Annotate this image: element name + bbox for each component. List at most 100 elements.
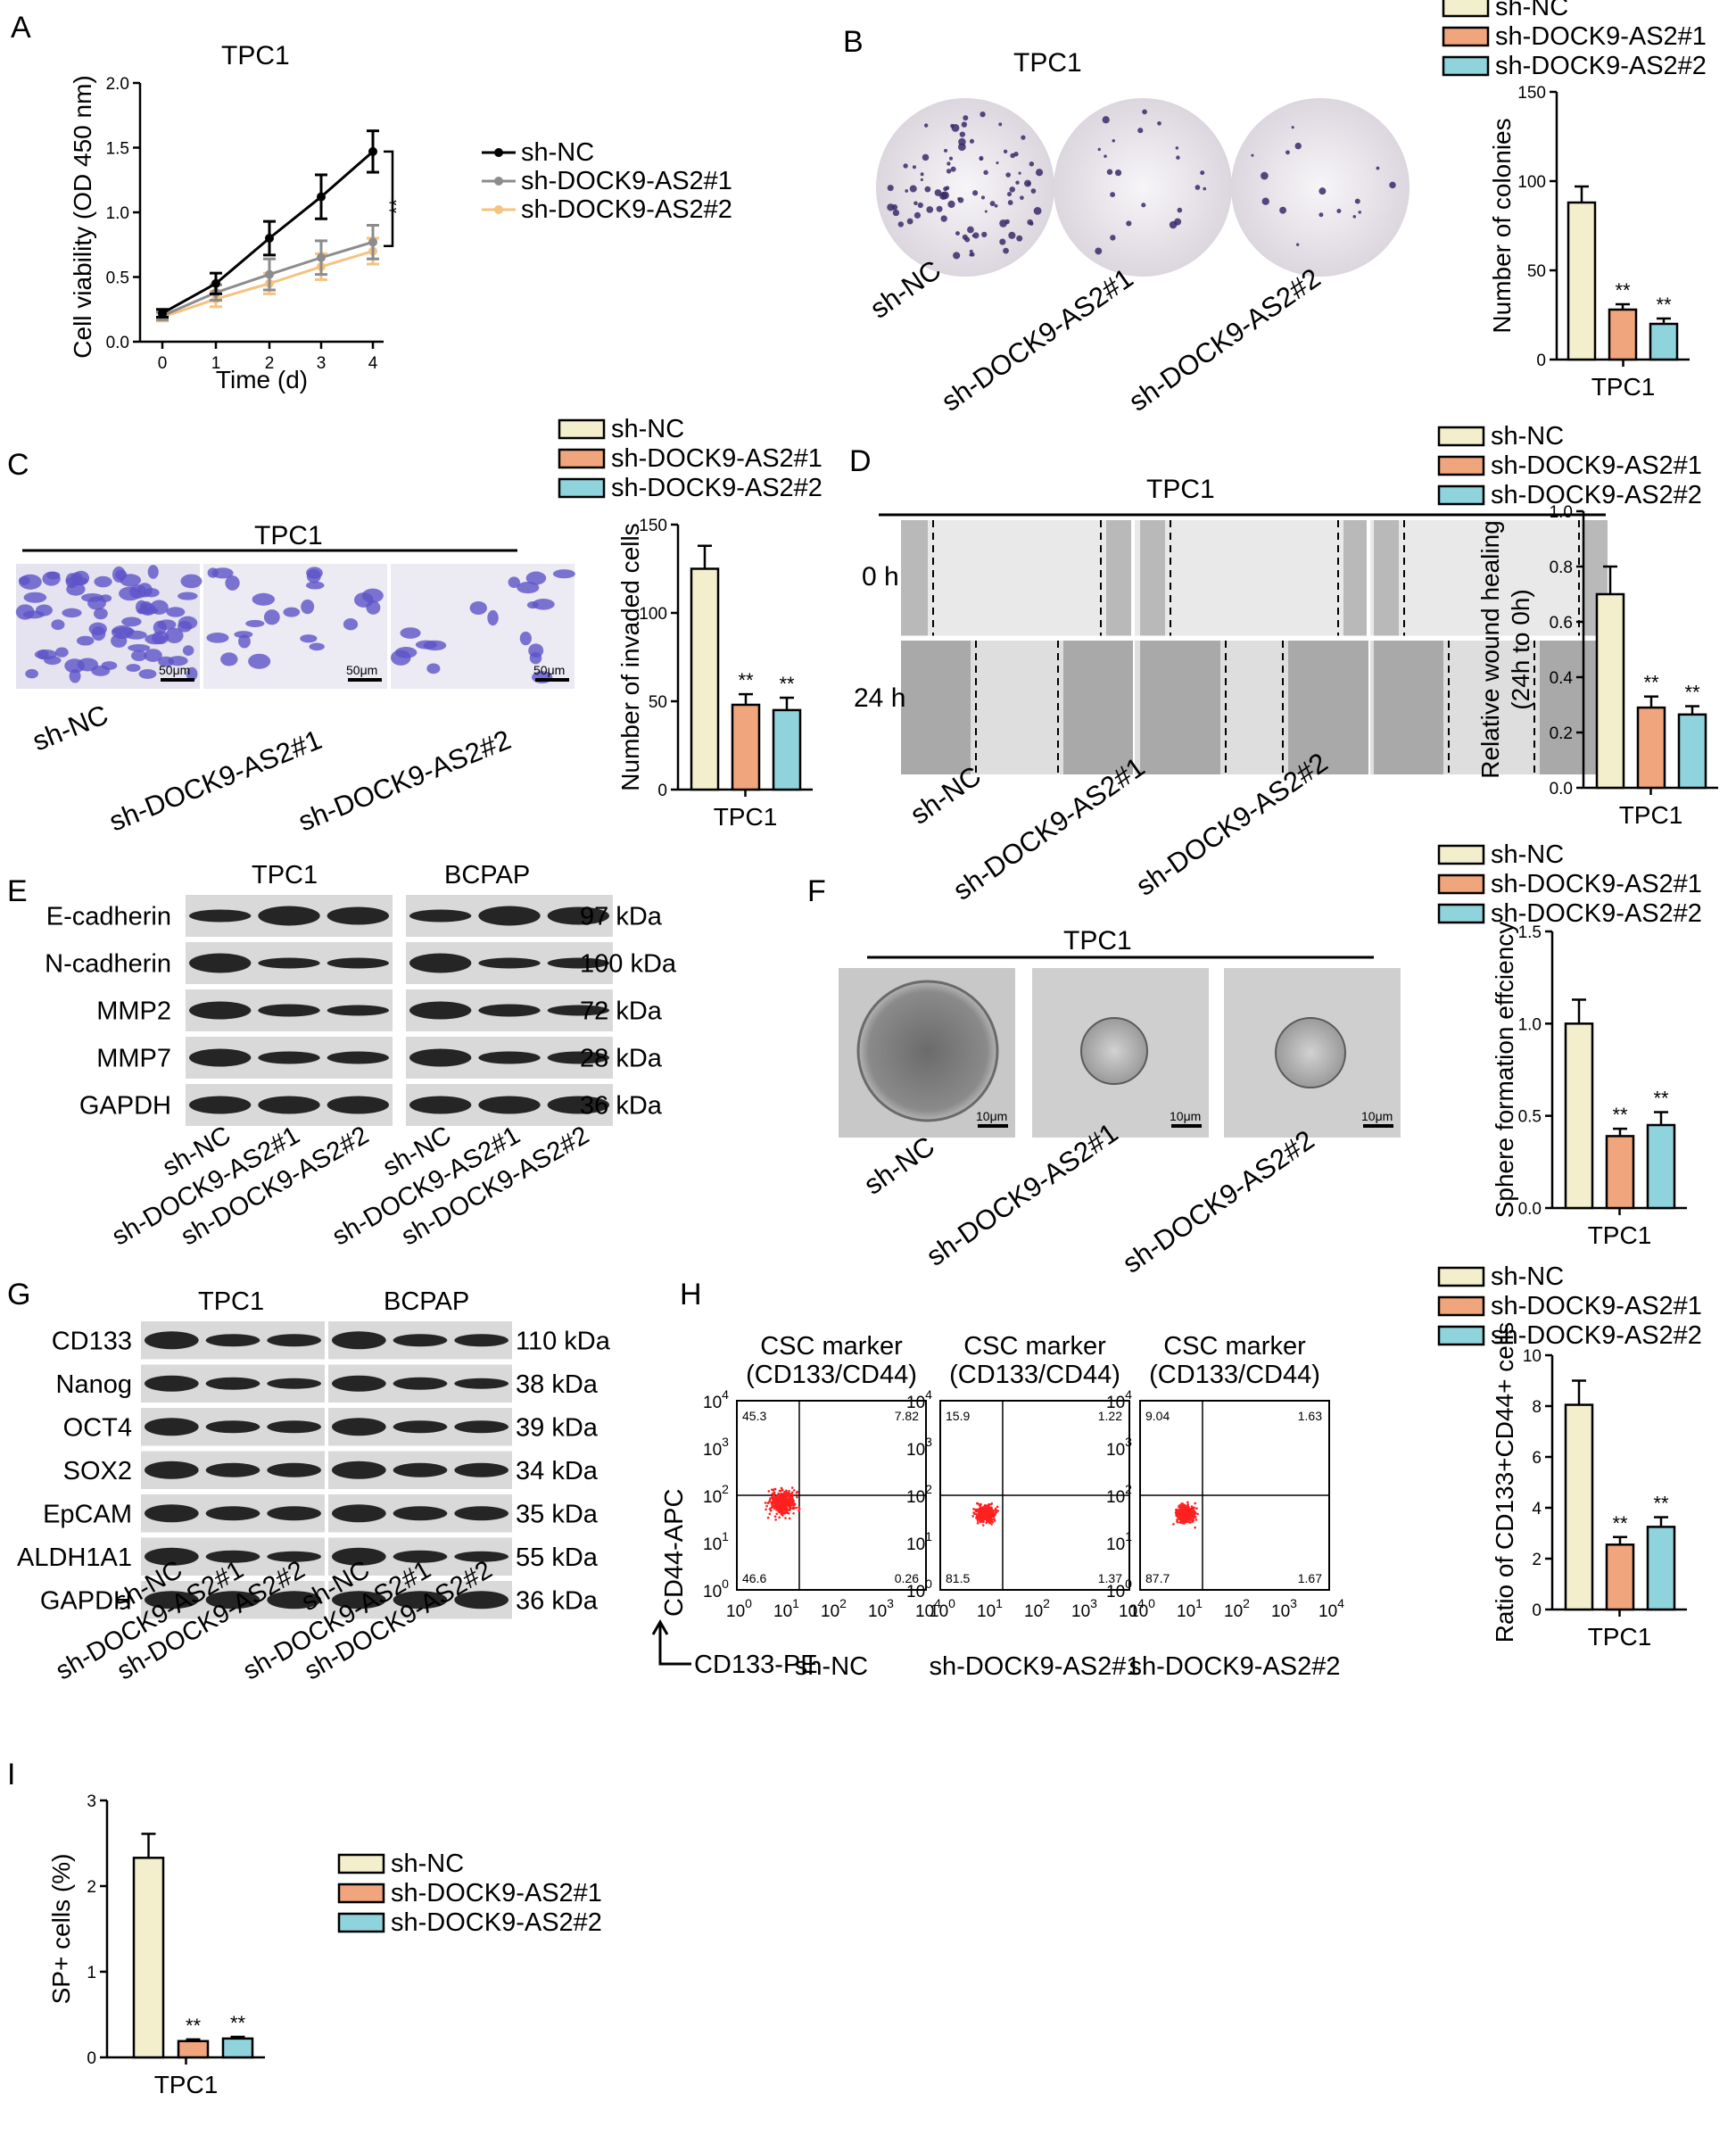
panel-letter-f: F: [807, 874, 826, 908]
blot-protein-label: GAPDH: [79, 1092, 171, 1121]
cell-layer: [1106, 520, 1133, 636]
invaded-cell: [147, 565, 159, 579]
colony-dot: [963, 115, 969, 121]
flow-event: [991, 1510, 995, 1514]
flow-event: [776, 1505, 780, 1509]
legend-swatch: [1442, 0, 1490, 18]
data-point: [211, 278, 220, 288]
cell-layer: [1374, 520, 1399, 636]
invaded-cell: [526, 601, 539, 609]
y-tick-label: 50: [649, 693, 667, 712]
legend-swatch: [1437, 1266, 1485, 1287]
blot-band: [393, 1550, 448, 1563]
cell-layer: [901, 641, 971, 774]
flow-x-tick-label: 101: [977, 1596, 1003, 1621]
significance-mark: **: [230, 2012, 246, 2034]
colony-dot: [887, 203, 895, 211]
panel-e-group-bcpap: BCPAP: [444, 861, 530, 890]
flow-event: [1183, 1507, 1186, 1510]
significance-mark: **: [1643, 672, 1659, 694]
colony-dot: [1279, 206, 1287, 214]
y-tick-label: 0: [87, 2049, 96, 2068]
blot-protein-label: MMP7: [96, 1045, 171, 1073]
panel-e-western-blot: E-cadherin 97 kDa N-cadherin 100 kDa MMP2 72 …: [45, 895, 677, 1252]
colony-dot: [980, 111, 986, 118]
flow-event: [972, 1512, 976, 1515]
flow-x-tick-label: 100: [726, 1596, 752, 1621]
colony-dot: [1142, 109, 1147, 115]
flow-event: [789, 1493, 792, 1495]
y-tick-label: 100: [639, 605, 667, 624]
flow-event: [768, 1512, 772, 1516]
colony-dot: [1295, 243, 1300, 246]
flow-event: [781, 1510, 783, 1514]
flow-event: [1192, 1519, 1195, 1522]
colony-dot: [999, 238, 1006, 245]
invaded-cell: [400, 627, 421, 639]
colony-dot: [1203, 186, 1207, 191]
significance-mark: **: [1612, 1512, 1628, 1535]
quadrant-value: 15.9: [946, 1409, 970, 1423]
flow-event: [767, 1490, 771, 1493]
bar-sh-dock9-as2-2: [1646, 1123, 1676, 1210]
blot-band: [393, 1591, 448, 1610]
invaded-cell: [206, 633, 229, 643]
blot-protein-label: MMP2: [96, 997, 171, 1026]
colony-dot: [903, 163, 908, 169]
blot-protein-label: Nanog: [56, 1370, 132, 1399]
colony-dot: [1126, 220, 1132, 227]
colony-dot: [1003, 149, 1008, 154]
panel-c-label-sh-nc: sh-NC: [29, 699, 113, 757]
flow-event: [769, 1497, 772, 1500]
colony-dot: [1114, 170, 1122, 177]
data-point: [265, 269, 274, 279]
panel-letter-i: I: [7, 1758, 15, 1792]
y-axis-label: Number of colonies: [1488, 118, 1516, 333]
colony-dot: [998, 122, 1003, 127]
flow-event: [1194, 1502, 1197, 1505]
scale-label: 10μm: [976, 1109, 1007, 1123]
flow-event: [789, 1499, 792, 1502]
flow-event: [778, 1489, 781, 1493]
blot-band: [267, 1551, 321, 1562]
blot-band: [145, 1418, 199, 1436]
blot-size-label: 97 kDa: [580, 903, 663, 931]
flow-plot-name: sh-DOCK9-AS2#2: [1129, 1652, 1341, 1681]
bar-sh-dock9-as2-1: [731, 703, 761, 791]
colony-dot: [1033, 206, 1042, 215]
legend-marker: [494, 177, 503, 186]
flow-event: [779, 1495, 781, 1499]
panel-h-bar-chart: 0 2 4 6 8 10 ** ** TPC1 Ratio of CD133+CD44+ cell…: [1491, 1322, 1687, 1651]
cell-layer: [1140, 641, 1220, 774]
legend-swatch: [1437, 1325, 1485, 1346]
colony-dot: [955, 231, 960, 236]
quadrant-value: 1.67: [1298, 1571, 1322, 1585]
panel-d-row-0h: 0 h: [862, 562, 899, 592]
colony-dot: [972, 232, 980, 239]
flow-event: [980, 1517, 983, 1520]
panel-c-label-sh1: sh-DOCK9-AS2#1: [105, 724, 327, 837]
invaded-cell: [309, 642, 325, 651]
flow-event: [1186, 1509, 1188, 1512]
flow-event: [979, 1520, 982, 1524]
invaded-cell: [178, 592, 198, 600]
blot-size-label: 36 kDa: [580, 1092, 663, 1121]
legend-swatch: [337, 1912, 385, 1933]
flow-event: [1190, 1515, 1193, 1518]
data-point: [158, 309, 167, 319]
blot-band: [205, 1377, 260, 1390]
flow-event: [971, 1515, 974, 1518]
colony-dot: [1013, 151, 1019, 157]
blot-size-label: 55 kDa: [516, 1543, 599, 1572]
flow-x-tick-label: 103: [1271, 1596, 1297, 1621]
quadrant-value: 46.6: [742, 1571, 766, 1585]
flow-event: [996, 1510, 1000, 1512]
blot-band: [189, 1096, 252, 1114]
y-tick-label: 150: [639, 517, 667, 535]
bar-sh-nc: [132, 1857, 165, 2059]
flow-event: [980, 1502, 982, 1506]
legend-label-sh-nc: sh-NC: [1491, 1262, 1564, 1291]
flow-event: [974, 1509, 978, 1512]
invaded-cell: [165, 627, 184, 644]
y-tick-label: 0.4: [1550, 669, 1574, 688]
